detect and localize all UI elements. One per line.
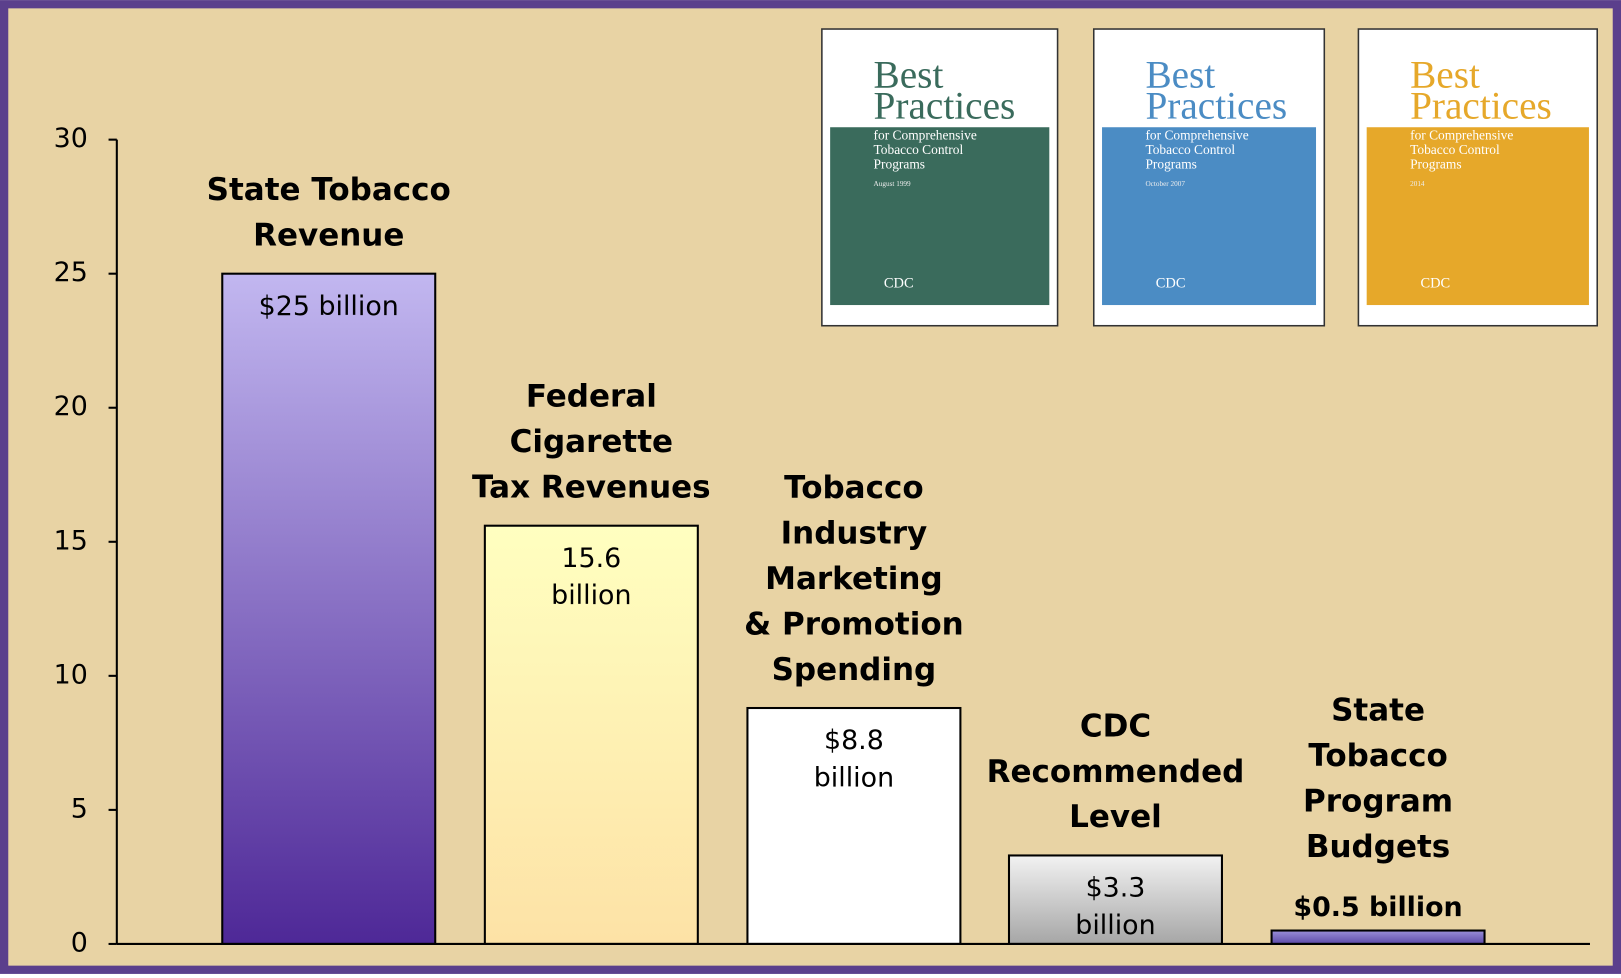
cover-subtitle: for Comprehensive xyxy=(1410,128,1513,143)
value-label: $0.5 billion xyxy=(1293,891,1462,922)
cover-subtitle: Tobacco Control xyxy=(874,142,964,157)
cover-subtitle: for Comprehensive xyxy=(1145,128,1248,143)
category-label: CDC Recommended Level xyxy=(987,708,1245,835)
cover-date: October 2007 xyxy=(1145,180,1185,188)
cover-logo: CDC xyxy=(884,276,914,292)
cover-logo: CDC xyxy=(1156,276,1186,292)
category-label: State Tobacco Program Budgets xyxy=(1303,692,1453,864)
cover-title: Best xyxy=(874,54,944,97)
cover-title: Best xyxy=(1410,54,1480,97)
cover-band xyxy=(1102,127,1317,306)
category-label: State Tobacco Revenue xyxy=(207,171,451,252)
cover-subtitle: Programs xyxy=(1410,157,1461,172)
bar xyxy=(483,524,699,945)
value-label: $8.8 billion xyxy=(814,725,894,793)
cover-subtitle: Tobacco Control xyxy=(1145,142,1235,157)
bar xyxy=(221,272,437,945)
cover-title: Practices xyxy=(1410,85,1552,128)
cover-title: Best xyxy=(1145,54,1215,97)
cover-date: August 1999 xyxy=(874,180,911,188)
y-tick-label: 0 xyxy=(71,927,88,958)
bar xyxy=(1007,854,1223,945)
bar xyxy=(746,706,962,945)
category-label: Federal Cigarette Tax Revenues xyxy=(472,378,711,505)
y-tick-label: 25 xyxy=(54,257,88,288)
cover-subtitle: Programs xyxy=(874,157,925,172)
cover-logo: CDC xyxy=(1420,276,1450,292)
cover-subtitle: for Comprehensive xyxy=(874,128,977,143)
value-label: $3.3 billion xyxy=(1075,872,1155,940)
cover-subtitle: Programs xyxy=(1145,157,1196,172)
cover-subtitle: Tobacco Control xyxy=(1410,142,1500,157)
bar xyxy=(1270,929,1486,945)
cover-title: Practices xyxy=(874,85,1016,128)
cover-band xyxy=(830,127,1050,306)
y-tick-label: 30 xyxy=(54,123,88,154)
cover-title: Practices xyxy=(1145,85,1287,128)
y-tick-label: 20 xyxy=(54,391,88,422)
value-label: $25 billion xyxy=(259,290,399,321)
cover-band xyxy=(1366,127,1589,306)
cover-date: 2014 xyxy=(1410,180,1425,188)
y-tick-label: 10 xyxy=(54,659,88,690)
value-label: 15.6 billion xyxy=(551,542,631,610)
y-tick-label: 15 xyxy=(54,525,88,556)
y-tick-label: 5 xyxy=(71,793,88,824)
category-label: Tobacco Industry Marketing & Promotion Spend… xyxy=(744,469,964,687)
